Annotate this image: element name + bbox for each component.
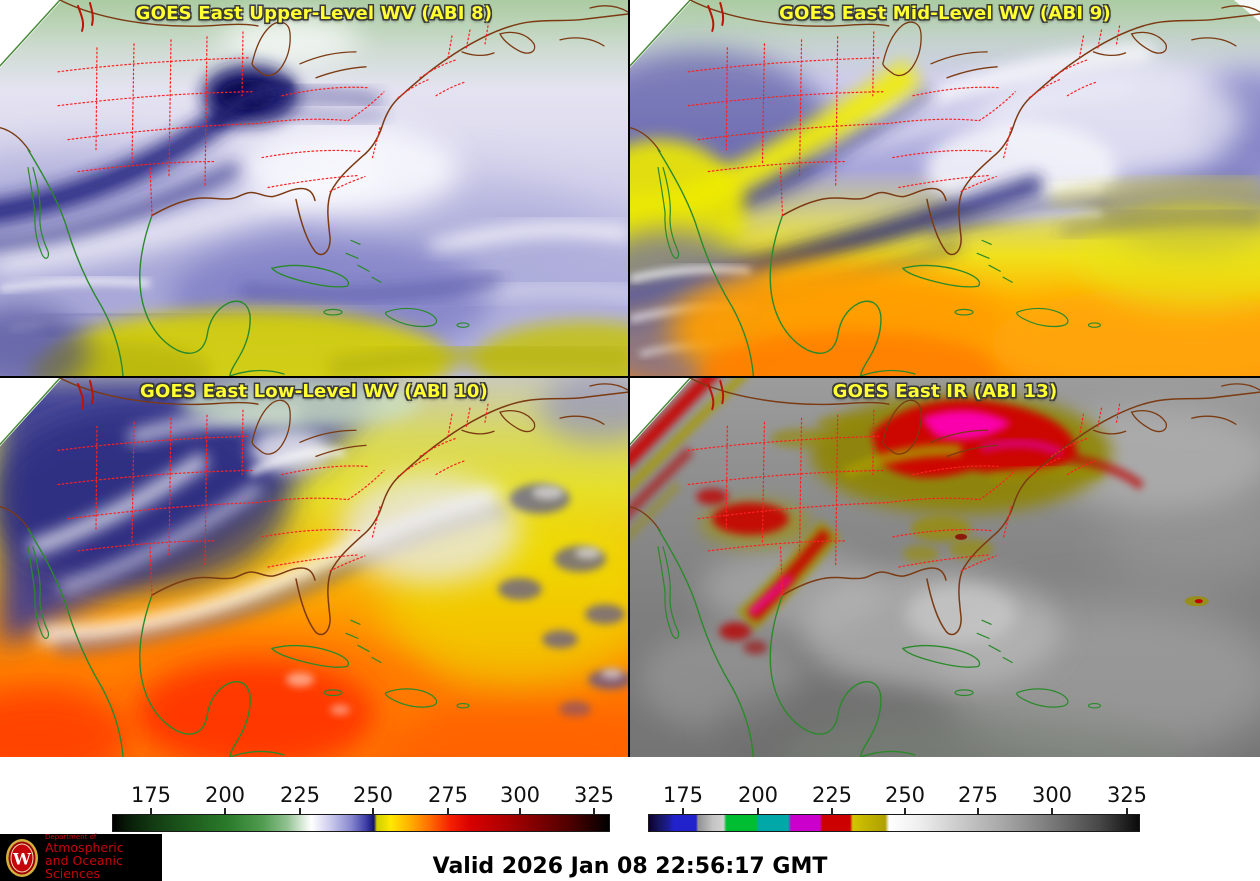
footer: 175 200 225 250 275 300 325 175 200 225 …: [0, 757, 1260, 881]
mid-level-wv-image: [630, 0, 1260, 376]
tick-mark: [299, 808, 301, 814]
logo-name-line2: and Oceanic Sciences: [45, 853, 123, 881]
wv-tick-325: 325: [573, 783, 615, 807]
wv-tick-250: 250: [352, 783, 394, 807]
ir-tick-175: 175: [662, 783, 704, 807]
wv-tick-275: 275: [427, 783, 469, 807]
tick-mark: [593, 808, 595, 814]
ir-tick-325: 325: [1106, 783, 1148, 807]
panel-upper-level-wv: GOES East Upper-Level WV (ABI 8): [0, 0, 628, 376]
wv-tick-225: 225: [279, 783, 321, 807]
tick-mark: [682, 808, 684, 814]
ir-image: [630, 378, 1260, 757]
panel-title-low-wv: GOES East Low-Level WV (ABI 10): [140, 381, 488, 402]
wv-tick-175: 175: [130, 783, 172, 807]
tick-mark: [372, 808, 374, 814]
tick-mark: [1126, 808, 1128, 814]
wv-tick-200: 200: [204, 783, 246, 807]
tick-mark: [757, 808, 759, 814]
tick-mark: [519, 808, 521, 814]
panel-low-level-wv: GOES East Low-Level WV (ABI 10): [0, 378, 628, 757]
ir-tick-225: 225: [811, 783, 853, 807]
tick-mark: [831, 808, 833, 814]
logo-dept-line: Department of: [45, 833, 97, 842]
panel-title-upper-wv: GOES East Upper-Level WV (ABI 8): [135, 3, 493, 24]
colorbar-ir: 175 200 225 250 275 300 325: [648, 783, 1147, 832]
uw-aos-logo: W Department of Atmospheric and Oceanic …: [0, 834, 162, 881]
panel-ir: GOES East IR (ABI 13): [630, 378, 1260, 757]
low-level-wv-image: [0, 378, 628, 757]
logo-name-line1: Atmospheric: [45, 840, 124, 856]
ir-tick-300: 300: [1031, 783, 1073, 807]
panel-mid-level-wv: GOES East Mid-Level WV (ABI 9): [630, 0, 1260, 376]
ir-colorbar-gradient: [648, 814, 1140, 832]
colorbar-wv: 175 200 225 250 275 300 325: [112, 783, 614, 832]
ir-tick-275: 275: [957, 783, 999, 807]
upper-level-wv-image: [0, 0, 628, 376]
tick-mark: [904, 808, 906, 814]
uw-monogram: W: [12, 849, 32, 868]
tick-mark: [1051, 808, 1053, 814]
wv-tick-300: 300: [499, 783, 541, 807]
logo-text: Department of Atmospheric and Oceanic Sc…: [45, 834, 162, 880]
tick-mark: [150, 808, 152, 814]
panel-title-mid-wv: GOES East Mid-Level WV (ABI 9): [779, 3, 1111, 24]
wv-colorbar-gradient: [112, 814, 610, 832]
panel-title-ir: GOES East IR (ABI 13): [832, 381, 1058, 402]
tick-mark: [447, 808, 449, 814]
ir-tick-200: 200: [737, 783, 779, 807]
panel-grid: GOES East Upper-Level WV (ABI 8): [0, 0, 1260, 757]
tick-mark: [224, 808, 226, 814]
tick-mark: [977, 808, 979, 814]
uw-crest-icon: W: [6, 838, 38, 877]
valid-time-label: Valid 2026 Jan 08 22:56:17 GMT: [432, 854, 828, 879]
ir-tick-250: 250: [884, 783, 926, 807]
